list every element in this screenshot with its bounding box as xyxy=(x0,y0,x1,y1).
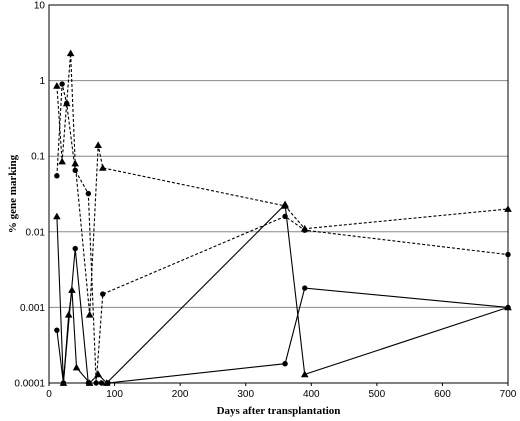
series-3 xyxy=(53,200,512,386)
triangle-marker xyxy=(72,363,81,371)
circle-marker xyxy=(505,251,511,258)
circle-marker xyxy=(85,190,92,197)
series-layer xyxy=(53,49,512,386)
x-axis-ticks: 0 100 200 300 400 500 600 700 xyxy=(46,383,517,400)
circle-marker xyxy=(72,245,78,252)
circle-marker xyxy=(105,380,111,386)
circle-marker xyxy=(59,81,65,87)
circle-marker xyxy=(54,173,60,179)
triangle-marker xyxy=(98,164,107,171)
circle-marker xyxy=(54,327,60,333)
series-line xyxy=(56,203,509,384)
circle-marker xyxy=(85,380,92,386)
circle-marker xyxy=(282,361,288,367)
triangle-marker xyxy=(64,310,73,318)
x-tick-label: 100 xyxy=(106,389,123,400)
x-tick-label: 0 xyxy=(46,389,52,400)
triangle-marker xyxy=(300,370,309,378)
triangle-marker xyxy=(71,159,80,167)
triangle-marker xyxy=(53,212,61,220)
x-tick-label: 200 xyxy=(172,389,189,400)
triangle-marker xyxy=(504,205,512,212)
circle-marker xyxy=(302,227,308,233)
circle-marker xyxy=(98,380,105,386)
triangle-marker xyxy=(85,310,94,318)
plot-area xyxy=(48,4,509,384)
series-4 xyxy=(54,245,511,386)
grid-lines xyxy=(49,80,508,308)
circle-marker xyxy=(60,380,67,386)
series-line xyxy=(56,248,509,384)
circle-marker xyxy=(505,304,511,311)
series-line xyxy=(56,83,509,384)
x-tick-label: 400 xyxy=(303,389,320,400)
y-tick-label: 0.1 xyxy=(31,152,45,163)
circle-marker xyxy=(100,291,106,297)
triangle-marker xyxy=(58,157,66,165)
y-tick-label: 0.0001 xyxy=(14,379,45,390)
x-tick-label: 700 xyxy=(500,389,517,400)
y-axis-title: % gene marking xyxy=(7,154,19,233)
triangle-marker xyxy=(66,49,75,57)
series-line xyxy=(56,53,509,315)
y-tick-label: 10 xyxy=(34,1,46,12)
series-1 xyxy=(53,49,512,318)
y-tick-label: 0.001 xyxy=(20,303,45,314)
y-tick-label: 0.01 xyxy=(26,227,46,238)
series-2 xyxy=(54,81,511,386)
circle-marker xyxy=(302,285,308,291)
circle-marker xyxy=(72,167,78,174)
x-axis-title: Days after transplantation xyxy=(217,405,341,417)
triangle-marker xyxy=(94,370,102,378)
circle-marker xyxy=(64,100,70,107)
x-tick-label: 600 xyxy=(434,389,451,400)
y-tick-label: 1 xyxy=(39,76,45,87)
y-axis-ticks: 0.0001 0.001 0.01 0.1 1 10 xyxy=(14,1,45,390)
triangle-marker xyxy=(281,200,289,208)
triangle-marker xyxy=(94,141,102,149)
x-tick-label: 300 xyxy=(237,389,254,400)
x-tick-label: 500 xyxy=(369,389,386,400)
triangle-marker xyxy=(53,82,61,89)
